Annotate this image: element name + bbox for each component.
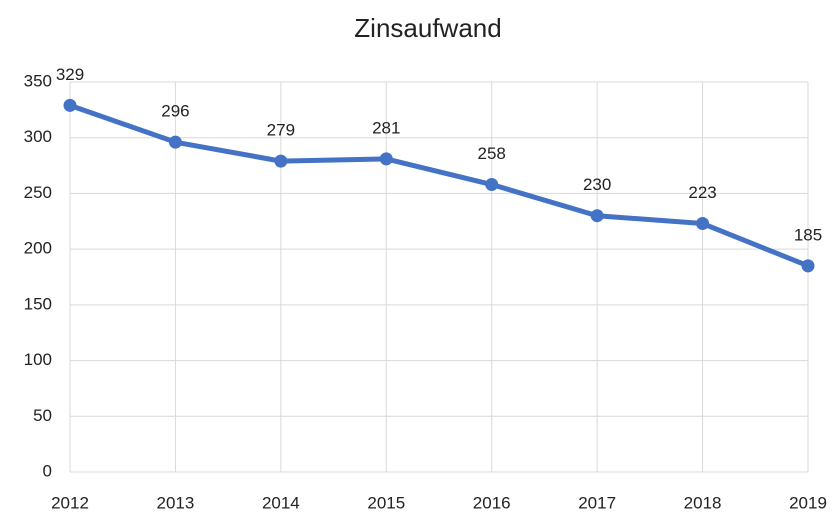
- data-label: 230: [583, 175, 611, 194]
- data-point: [696, 217, 710, 231]
- data-label: 258: [478, 144, 506, 163]
- x-tick-label: 2018: [684, 493, 722, 512]
- data-label: 296: [161, 102, 189, 121]
- y-tick-label: 50: [33, 406, 52, 425]
- x-tick-label: 2012: [51, 493, 89, 512]
- data-label: 223: [688, 183, 716, 202]
- y-tick-label: 250: [24, 183, 52, 202]
- x-tick-label: 2015: [367, 493, 405, 512]
- data-label: 329: [56, 65, 84, 84]
- data-point: [485, 178, 499, 192]
- data-label: 185: [794, 225, 822, 244]
- x-tick-label: 2016: [473, 493, 511, 512]
- y-tick-label: 100: [24, 350, 52, 369]
- data-point: [274, 154, 288, 168]
- x-tick-label: 2013: [157, 493, 195, 512]
- data-point: [801, 259, 815, 273]
- data-point: [168, 135, 182, 149]
- data-label: 281: [372, 118, 400, 137]
- data-point: [379, 152, 393, 166]
- data-label: 279: [267, 121, 295, 140]
- y-tick-label: 150: [24, 294, 52, 313]
- x-tick-label: 2019: [789, 493, 827, 512]
- y-tick-label: 0: [43, 461, 52, 480]
- y-tick-label: 300: [24, 127, 52, 146]
- data-point: [63, 98, 77, 112]
- x-tick-label: 2017: [578, 493, 616, 512]
- y-tick-label: 350: [24, 71, 52, 90]
- chart-title: Zinsaufwand: [354, 13, 501, 43]
- series-line: [69, 103, 809, 269]
- data-point: [590, 209, 604, 223]
- x-tick-label: 2014: [262, 493, 300, 512]
- y-tick-label: 200: [24, 239, 52, 258]
